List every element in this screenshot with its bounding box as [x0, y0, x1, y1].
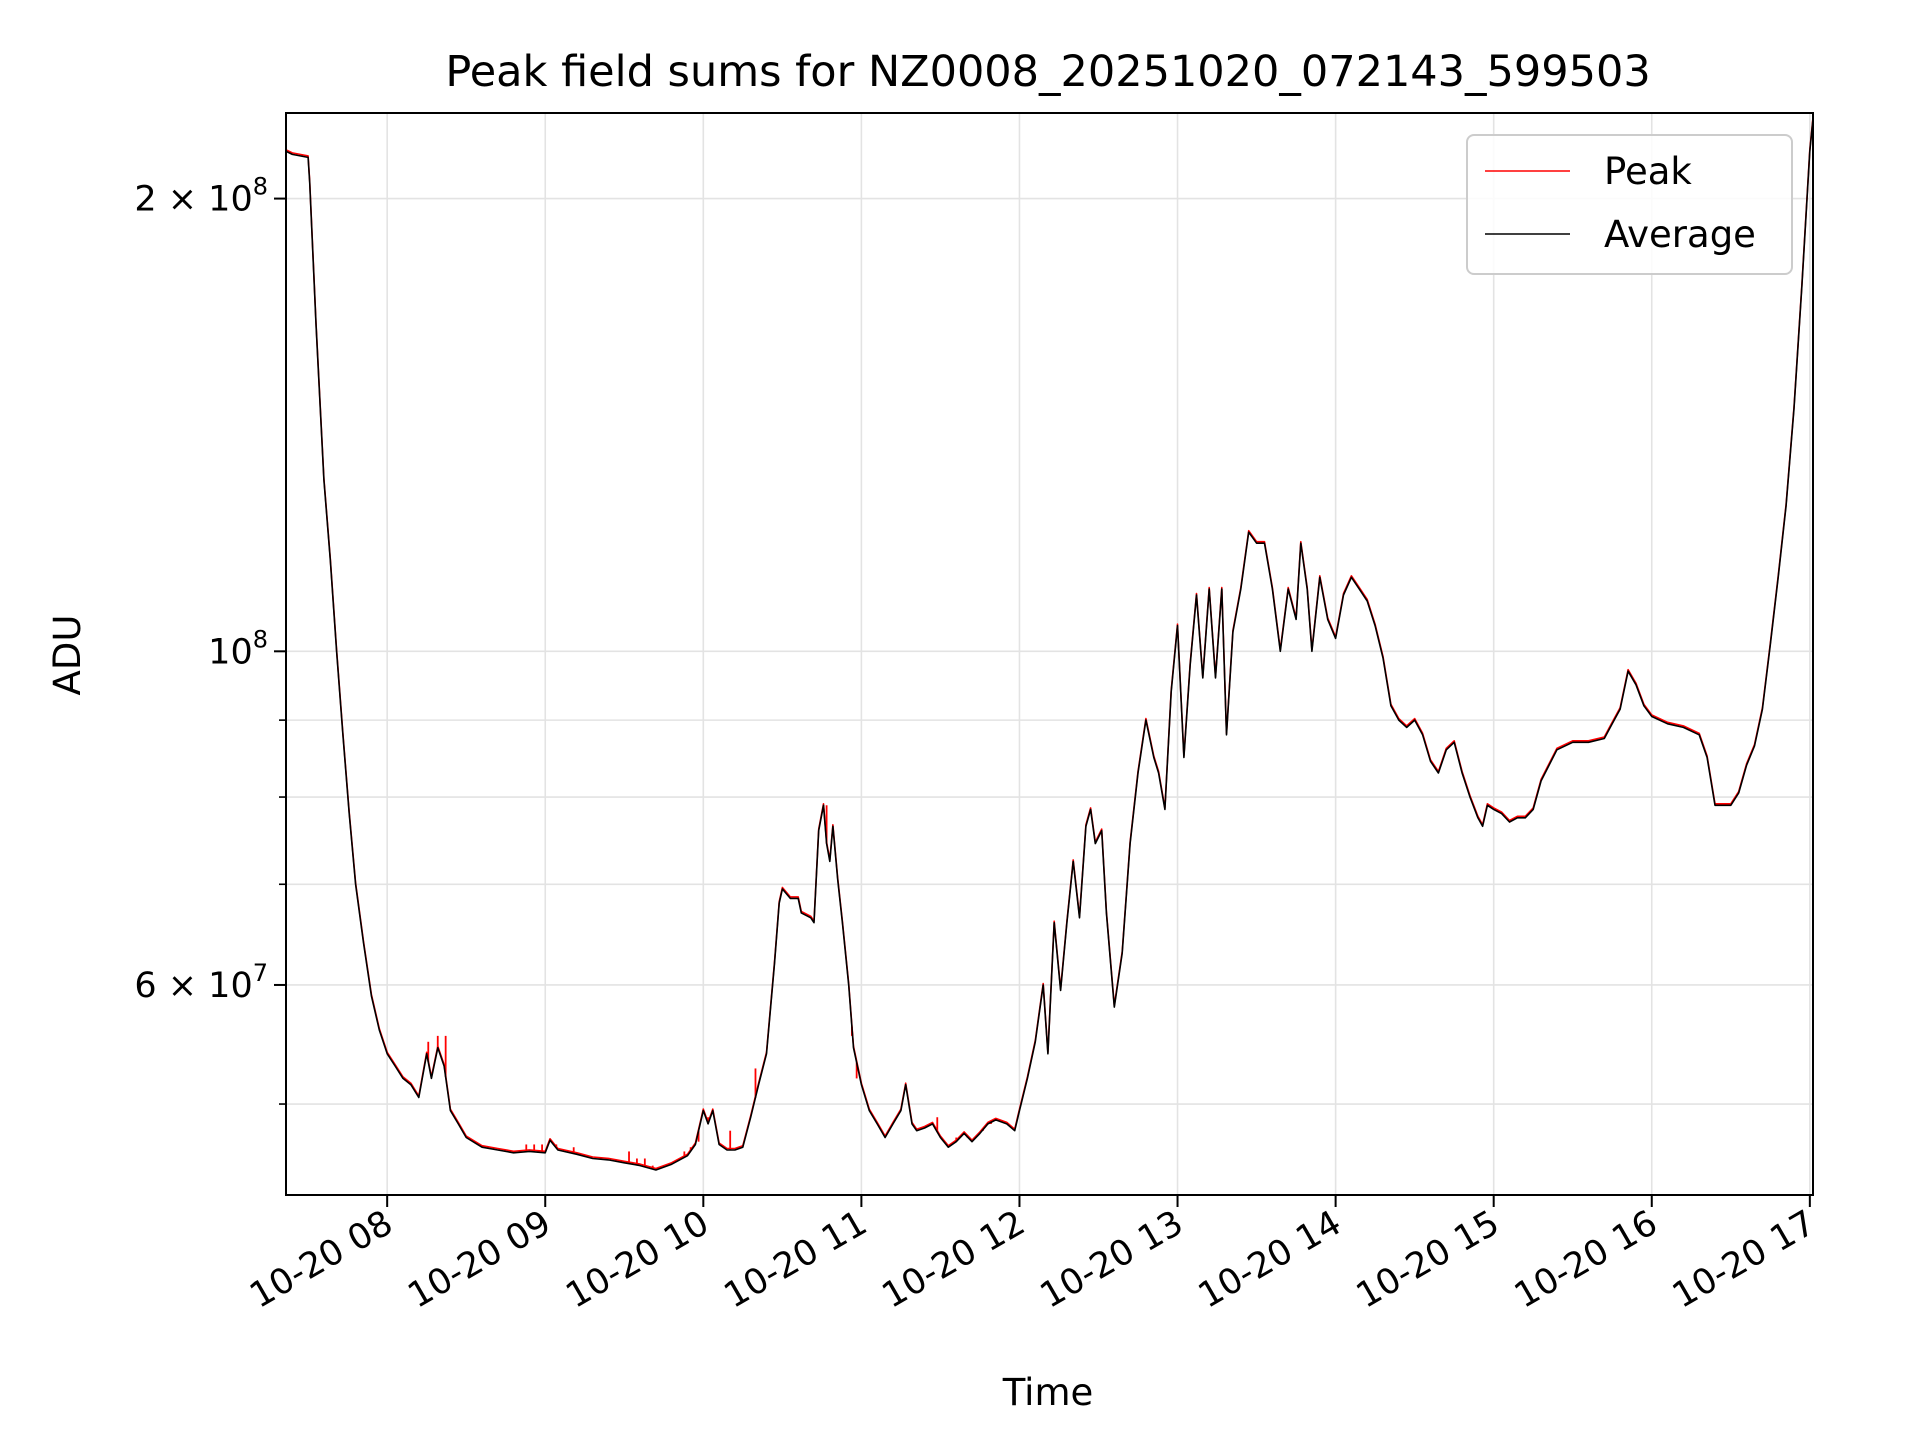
x-axis-label: Time: [1002, 1371, 1094, 1414]
average-series-line: [285, 118, 1814, 1171]
y-tick-label: 2 × 108: [134, 173, 268, 220]
y-tick-label: 108: [208, 625, 268, 672]
series-lines: [285, 117, 1814, 1171]
legend-box: [1466, 134, 1793, 275]
legend-average-label: Average: [1604, 213, 1756, 256]
plot-frame: [285, 112, 1814, 1196]
y-tick-label: 6 × 107: [134, 959, 268, 1006]
legend: Peak Average: [1466, 134, 1793, 275]
legend-peak-label: Peak: [1604, 150, 1692, 193]
chart-title: Peak field sums for NZ0008_20251020_0721…: [445, 47, 1650, 97]
y-axis-ticks: 2 × 108 108 6 × 107: [134, 173, 286, 1105]
y-axis-label: ADU: [46, 615, 89, 696]
